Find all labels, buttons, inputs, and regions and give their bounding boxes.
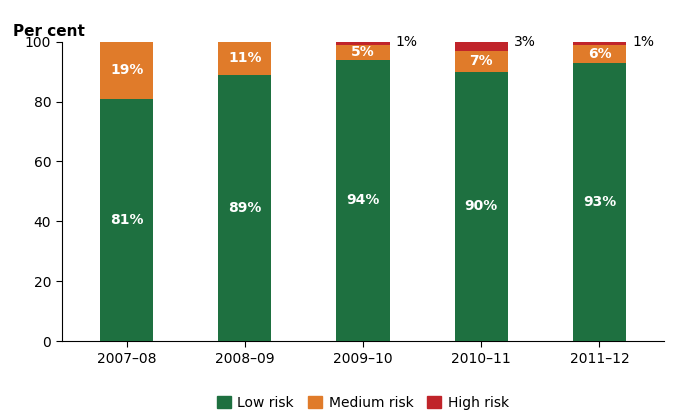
Text: 11%: 11% [228, 51, 262, 65]
Bar [219, 74, 271, 341]
Bar [455, 72, 508, 341]
Bar [336, 59, 390, 341]
Text: 1%: 1% [632, 35, 654, 49]
Text: 94%: 94% [347, 193, 379, 207]
Text: 19%: 19% [110, 63, 143, 77]
Text: 3%: 3% [514, 35, 536, 49]
Text: 6%: 6% [588, 47, 611, 61]
Bar [100, 42, 153, 99]
Bar [100, 99, 153, 341]
Bar [336, 45, 390, 59]
Bar [219, 42, 271, 74]
Text: 81%: 81% [110, 213, 143, 227]
Bar [573, 42, 626, 45]
Legend: Low risk, Medium risk, High risk: Low risk, Medium risk, High risk [211, 390, 515, 415]
Bar [573, 45, 626, 62]
Text: 93%: 93% [583, 195, 616, 209]
Bar [455, 42, 508, 51]
Text: 7%: 7% [469, 54, 493, 68]
Bar [336, 42, 390, 45]
Bar [455, 51, 508, 72]
Text: 5%: 5% [351, 45, 375, 59]
Text: 90%: 90% [464, 199, 498, 213]
Text: 89%: 89% [228, 201, 262, 215]
Text: 1%: 1% [395, 35, 418, 49]
Text: Per cent: Per cent [14, 24, 86, 39]
Bar [573, 62, 626, 341]
